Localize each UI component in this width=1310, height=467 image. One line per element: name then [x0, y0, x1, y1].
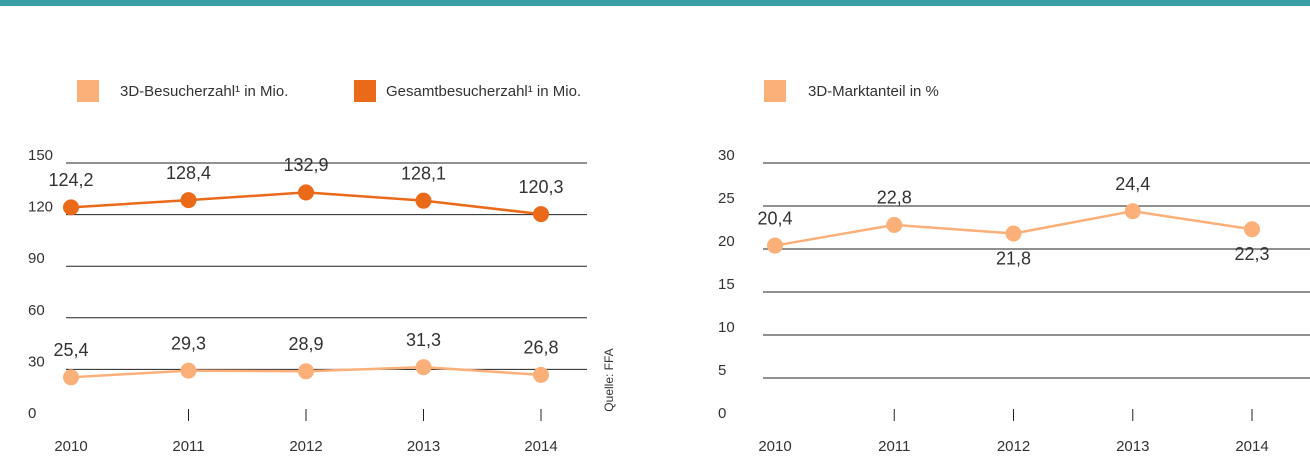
point: [886, 216, 903, 233]
y-tick-label: 30: [718, 147, 735, 164]
data-label: 21,8: [996, 248, 1031, 268]
data-label: 22,3: [1234, 244, 1269, 264]
x-tick-label: 2014: [524, 438, 557, 455]
y-tick-label: 0: [718, 405, 726, 422]
data-label: 22,8: [877, 188, 912, 208]
legend-swatch: [354, 80, 376, 102]
y-tick-label: 10: [718, 319, 735, 336]
data-label: 20,4: [757, 208, 792, 228]
data-label: 24,4: [1115, 174, 1150, 194]
y-tick-label: 90: [28, 250, 45, 267]
data-label: 26,8: [523, 338, 558, 358]
data-label: 25,4: [53, 340, 88, 360]
data-label: 128,4: [166, 163, 211, 183]
source: Quelle: FFA: [602, 348, 616, 411]
point: [415, 192, 432, 209]
y-tick-label: 150: [28, 147, 53, 164]
x-tick-label: 2011: [878, 438, 910, 455]
y-tick-label: 25: [718, 190, 735, 207]
y-tick-label: 60: [28, 302, 45, 319]
point: [1124, 203, 1141, 220]
y-tick-label: 0: [28, 405, 36, 422]
data-label: 132,9: [283, 155, 328, 175]
x-tick-label: 2013: [407, 438, 440, 455]
data-label: 29,3: [171, 333, 206, 353]
data-label: 120,3: [518, 177, 563, 197]
y-tick-label: 30: [28, 353, 45, 370]
legend-label: Gesamtbesucherzahl¹ in Mio.: [386, 83, 581, 100]
legend-label: 3D-Marktanteil in %: [808, 83, 939, 100]
point: [767, 237, 783, 254]
point: [1244, 221, 1260, 238]
point: [533, 366, 549, 383]
x-tick-label: 2010: [54, 438, 87, 455]
data-label: 28,9: [288, 334, 323, 354]
x-tick-label: 2013: [1116, 438, 1149, 455]
legend-swatch: [764, 80, 786, 102]
legend-label: 3D-Besucherzahl¹ in Mio.: [120, 83, 288, 100]
y-tick-label: 20: [718, 233, 735, 250]
legend-swatch: [77, 80, 99, 102]
x-tick-label: 2011: [172, 438, 204, 455]
y-tick-label: 120: [28, 199, 53, 216]
data-label: 128,1: [401, 163, 446, 183]
point: [415, 359, 432, 376]
point: [180, 192, 197, 209]
point: [63, 369, 79, 386]
point: [298, 363, 314, 380]
x-tick-label: 2012: [997, 438, 1030, 455]
data-label: 31,3: [406, 330, 441, 350]
top-bar: [0, 0, 1310, 6]
y-tick-label: 5: [718, 362, 726, 379]
data-label: 124,2: [48, 170, 93, 190]
x-tick-label: 2010: [758, 438, 791, 455]
point: [180, 362, 197, 379]
point: [298, 184, 314, 201]
point: [63, 199, 79, 216]
point: [1005, 225, 1022, 242]
x-tick-label: 2014: [1235, 438, 1268, 455]
point: [533, 206, 549, 223]
x-tick-label: 2012: [289, 438, 322, 455]
y-tick-label: 15: [718, 276, 735, 293]
